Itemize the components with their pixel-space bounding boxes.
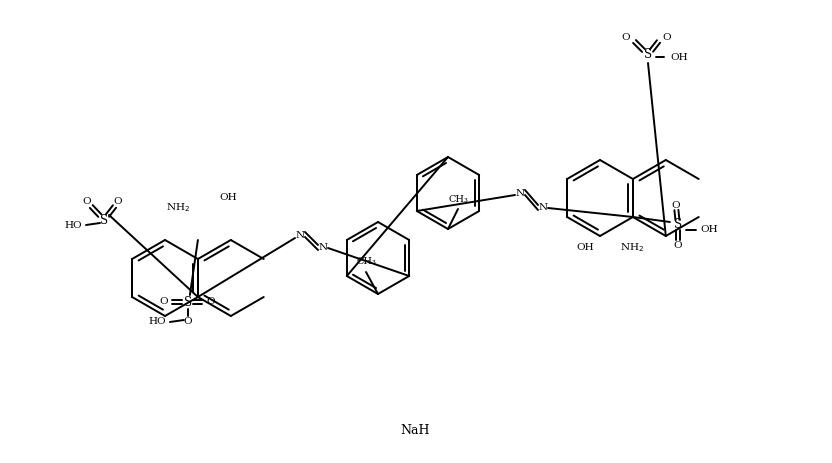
Text: O: O	[622, 32, 630, 42]
Text: N: N	[319, 244, 328, 252]
Text: O: O	[159, 298, 168, 307]
Text: HO: HO	[148, 318, 166, 326]
Text: O: O	[662, 32, 671, 42]
Text: O: O	[671, 200, 681, 209]
Text: OH: OH	[219, 193, 237, 201]
Text: O: O	[184, 318, 192, 326]
Text: CH₃: CH₃	[448, 194, 468, 204]
Text: O: O	[114, 198, 122, 206]
Text: S: S	[100, 213, 108, 226]
Text: OH: OH	[700, 225, 717, 234]
Text: O: O	[674, 240, 682, 250]
Text: NH$_2$: NH$_2$	[166, 201, 190, 214]
Text: N: N	[538, 204, 547, 213]
Text: NH$_2$: NH$_2$	[620, 242, 644, 254]
Text: S: S	[674, 219, 682, 232]
Text: NaH: NaH	[400, 424, 430, 437]
Text: N: N	[295, 231, 305, 239]
Text: S: S	[644, 49, 652, 62]
Text: HO: HO	[64, 220, 82, 230]
Text: OH: OH	[577, 244, 594, 252]
Text: O: O	[82, 198, 92, 206]
Text: N: N	[516, 188, 524, 198]
Text: OH: OH	[670, 52, 687, 62]
Text: O: O	[206, 298, 215, 307]
Text: CH₃: CH₃	[356, 257, 376, 267]
Text: S: S	[184, 295, 192, 308]
